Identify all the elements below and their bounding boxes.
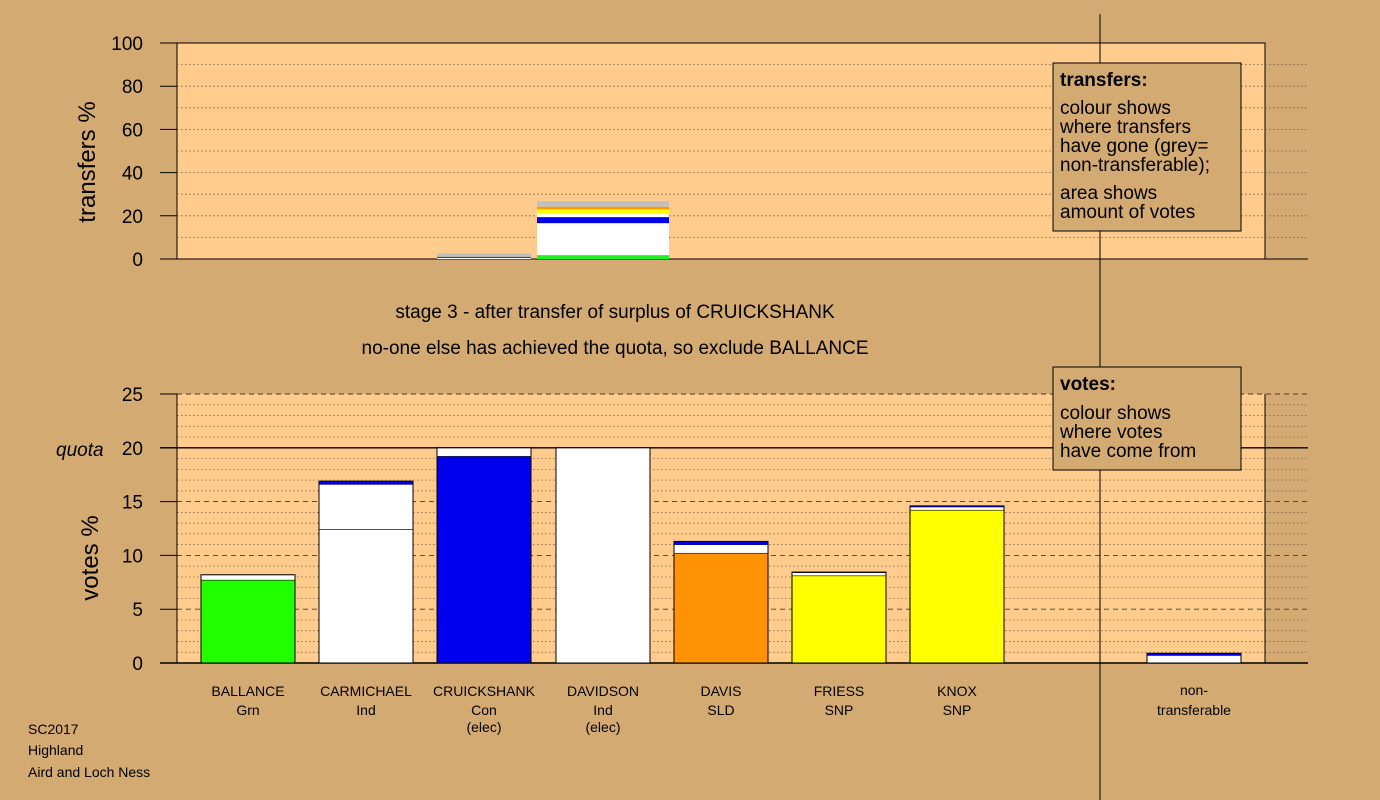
votes-tick-label: 5 <box>132 600 143 621</box>
transfer-segment <box>537 206 669 210</box>
stage-caption: stage 3 - after transfer of surplus of C… <box>395 302 835 323</box>
vote-segment <box>200 574 296 581</box>
transfers-legend: transfers: colour shows where transfers … <box>1052 62 1242 232</box>
candidate-name-label: non- <box>1180 682 1208 698</box>
vote-segment <box>1147 653 1241 656</box>
transfers-legend-line: amount of votes <box>1060 202 1195 223</box>
transfers-tick-label: 80 <box>122 77 143 98</box>
vote-segment <box>910 505 1004 507</box>
footer-council: Highland <box>28 742 83 758</box>
transfers-tick-label: 0 <box>132 250 143 271</box>
vote-segment <box>318 484 414 530</box>
transfers-tick-label: 100 <box>111 34 143 55</box>
vote-segment <box>674 553 768 663</box>
votes-tick-label: 25 <box>122 385 143 406</box>
transfer-segment <box>537 209 669 215</box>
candidate-name-label: BALLANCE <box>211 683 284 699</box>
transfer-segment <box>437 256 531 258</box>
votes-axis-label: votes % <box>77 515 104 600</box>
candidate-name-label: CRUICKSHANK <box>433 683 536 699</box>
candidate-party-label: Con <box>471 702 497 718</box>
votes-legend: votes: colour shows where votes have com… <box>1052 366 1242 471</box>
votes-legend-title: votes: <box>1060 374 1116 395</box>
candidate-party-label: Ind <box>356 702 375 718</box>
candidate-name-label: FRIESS <box>814 683 865 699</box>
candidate-party-label: SLD <box>707 702 734 718</box>
votes-legend-line: where votes <box>1059 422 1162 443</box>
transfers-tick-label: 20 <box>122 207 143 228</box>
transfers-legend-line: have gone (grey= <box>1060 136 1208 157</box>
votes-legend-line: have come from <box>1060 441 1196 462</box>
footer-election: SC2017 <box>28 721 79 737</box>
transfers-tick-label: 60 <box>122 120 143 141</box>
vote-segment <box>792 575 886 663</box>
transfer-segment <box>537 201 669 207</box>
transfer-segment <box>437 257 531 259</box>
vote-bar-outline <box>791 571 887 664</box>
vote-segment <box>201 580 295 663</box>
votes-tick-label: 10 <box>122 546 143 567</box>
vote-bar-outline <box>1146 652 1242 664</box>
transfers-legend-line: area shows <box>1060 183 1157 204</box>
transfer-segment <box>537 255 669 259</box>
vote-bar-outline <box>318 480 414 664</box>
vote-segment <box>910 510 1004 663</box>
transfers-legend-title: transfers: <box>1060 70 1148 91</box>
exclusion-caption: no-one else has achieved the quota, so e… <box>362 338 869 359</box>
votes-tick-label: 20 <box>122 439 143 460</box>
candidate-party-label: Ind <box>593 702 612 718</box>
candidate-party-label: SNP <box>825 702 854 718</box>
candidate-name-label: CARMICHAEL <box>320 683 412 699</box>
candidate-note-label: (elec) <box>466 719 501 735</box>
vote-segment <box>437 456 531 663</box>
votes-legend-line: colour shows <box>1060 403 1171 424</box>
transfer-segment <box>537 223 669 256</box>
transfers-legend-line: where transfers <box>1059 117 1191 138</box>
vote-segment <box>318 529 414 664</box>
candidate-party-label: SNP <box>943 702 972 718</box>
vote-segment <box>909 506 1005 511</box>
vote-bar-outline <box>555 447 651 664</box>
transfers-legend-line: non-transferable); <box>1060 155 1210 176</box>
transfers-axis-label: transfers % <box>74 101 101 222</box>
votes-tick-label: 0 <box>132 654 143 675</box>
votes-tick-label: 15 <box>122 493 143 514</box>
vote-bar-outline <box>909 505 1005 664</box>
vote-segment <box>436 447 532 457</box>
vote-segment <box>319 481 413 485</box>
vote-bar-outline <box>436 447 532 664</box>
vote-segment <box>791 572 887 577</box>
candidate-name-label: KNOX <box>937 683 977 699</box>
transfer-segment <box>537 214 669 218</box>
candidate-name-label: DAVIDSON <box>567 683 639 699</box>
vote-segment <box>1146 655 1242 664</box>
candidate-name-label: DAVIS <box>701 683 742 699</box>
vote-segment <box>555 447 651 664</box>
footer-ward: Aird and Loch Ness <box>28 764 150 780</box>
transfers-tick-label: 40 <box>122 164 143 185</box>
transfers-legend-line: colour shows <box>1060 98 1171 119</box>
candidate-party-label: transferable <box>1157 702 1231 718</box>
transfer-segment <box>437 253 531 257</box>
candidate-note-label: (elec) <box>585 719 620 735</box>
candidate-party-label: Grn <box>236 702 259 718</box>
vote-bar-outline <box>200 574 296 664</box>
vote-bar-outline <box>673 540 769 664</box>
quota-label: quota <box>56 440 104 461</box>
vote-segment <box>674 541 768 545</box>
transfer-segment <box>537 217 669 224</box>
vote-segment <box>673 544 769 554</box>
